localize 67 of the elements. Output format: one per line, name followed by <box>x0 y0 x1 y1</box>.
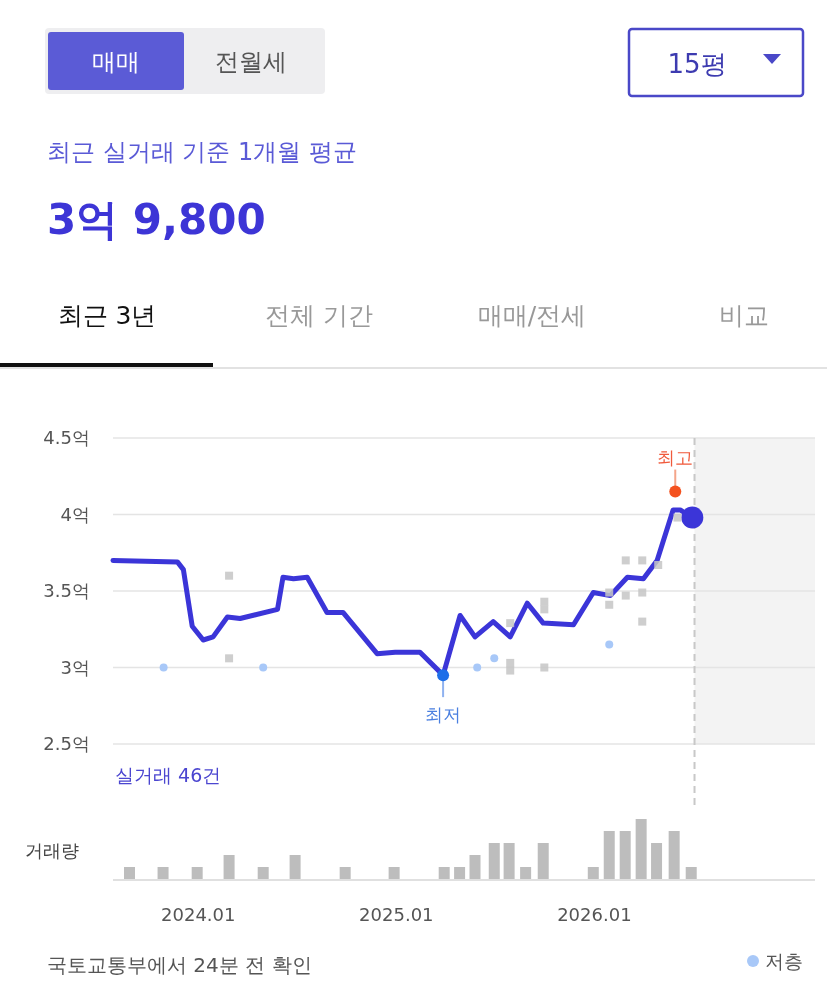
point <box>621 591 630 600</box>
point <box>259 663 268 672</box>
text: 최근 3년 <box>57 301 157 330</box>
point <box>506 619 515 628</box>
legend-label: 저층 <box>765 950 803 972</box>
bar <box>587 867 599 879</box>
x-tick-label: 2026.01 <box>557 904 632 925</box>
text: 최근 실거래 기준 1개월 평균 <box>47 138 357 166</box>
bar <box>635 819 647 879</box>
text: 국토교통부에서 24분 전 확인 <box>47 953 312 977</box>
point <box>490 654 499 663</box>
bar <box>339 867 351 879</box>
bar <box>488 843 500 879</box>
y-tick-label: 3.5억 <box>43 580 90 601</box>
annotation: 최고 <box>657 446 694 468</box>
bar <box>124 867 136 879</box>
y-tick-label: 3억 <box>60 656 90 678</box>
legend: 저층 <box>747 950 803 972</box>
bar <box>619 831 631 879</box>
annotation: 최저 <box>425 704 462 726</box>
text: 비교 <box>719 301 769 330</box>
point <box>540 663 549 672</box>
point <box>225 654 234 663</box>
text: 전체 기간 <box>265 301 373 330</box>
x-tick-label: 2025.01 <box>359 904 434 925</box>
point <box>638 556 647 565</box>
bar <box>503 843 515 879</box>
bar <box>651 843 663 879</box>
bar <box>191 867 203 879</box>
point <box>638 588 647 597</box>
text: 매매 <box>92 48 140 76</box>
text: 15평 <box>667 49 727 79</box>
bar <box>537 843 549 879</box>
point <box>540 605 549 614</box>
point <box>605 600 614 609</box>
text: 3억 9,800 <box>47 195 266 244</box>
point <box>159 663 168 672</box>
bar <box>257 867 269 879</box>
x-tick-label: 2024.01 <box>161 904 236 925</box>
bar <box>668 831 680 879</box>
point <box>605 588 614 597</box>
point <box>621 556 630 565</box>
text: 매매/전세 <box>477 301 587 330</box>
point <box>605 640 614 649</box>
y-tick-label: 4.5억 <box>43 427 90 448</box>
point <box>673 513 682 522</box>
y-tick-label: 2.5억 <box>43 733 90 754</box>
bar <box>157 867 169 879</box>
point <box>638 617 647 626</box>
point <box>654 560 663 569</box>
text: 실거래 46건 <box>115 764 222 786</box>
bar <box>438 867 450 879</box>
bar <box>289 855 301 879</box>
text: 전월세 <box>215 48 287 76</box>
bar <box>603 831 615 879</box>
point <box>473 663 482 672</box>
bar <box>685 867 697 879</box>
point <box>225 571 234 580</box>
y-axis-title: 거래량 <box>25 840 79 861</box>
point <box>506 658 515 667</box>
bar <box>520 867 532 879</box>
y-tick-label: 4억 <box>60 503 90 525</box>
point <box>506 666 515 675</box>
bar <box>454 867 466 879</box>
bar <box>388 867 400 879</box>
bar <box>469 855 481 879</box>
bar <box>223 855 235 879</box>
